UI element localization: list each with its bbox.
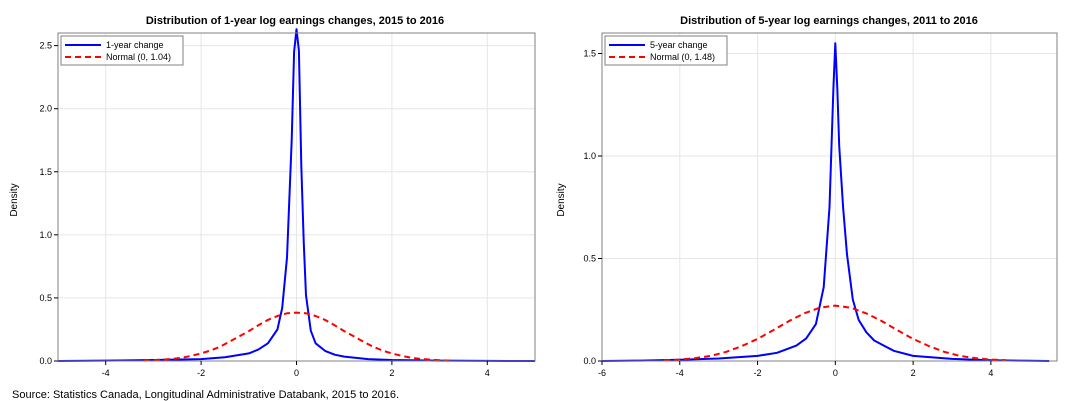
y-tick-label: 2.0 xyxy=(39,104,52,114)
legend-label: Normal (0, 1.04) xyxy=(106,52,171,62)
x-tick-label: 0 xyxy=(294,368,299,378)
legend-box xyxy=(604,35,728,66)
legend-label: 1-year change xyxy=(106,40,164,50)
legend-box xyxy=(60,35,184,66)
y-tick-label: 1.0 xyxy=(39,230,52,240)
y-tick-label: 0.0 xyxy=(39,356,52,366)
y-tick-label: 1.0 xyxy=(583,151,596,161)
x-tick-label: 2 xyxy=(389,368,394,378)
y-tick-label: 0.5 xyxy=(39,293,52,303)
series-line-empirical xyxy=(57,28,536,362)
x-tick-label: 4 xyxy=(988,368,993,378)
y-tick-label: 0.0 xyxy=(583,356,596,366)
x-tick-label: -4 xyxy=(676,368,684,378)
x-tick-label: -2 xyxy=(754,368,762,378)
series-line-normal xyxy=(664,304,1007,362)
legend-label: 5-year change xyxy=(650,40,708,50)
y-tick-label: 0.5 xyxy=(583,254,596,264)
y-tick-label: 2.5 xyxy=(39,41,52,51)
x-tick-label: 2 xyxy=(911,368,916,378)
chart-title: Distribution of 1-year log earnings chan… xyxy=(146,15,444,27)
y-tick-label: 1.5 xyxy=(583,49,596,59)
chart-1-year: Distribution of 1-year log earnings chan… xyxy=(9,15,536,378)
plot-frame xyxy=(601,32,1058,362)
y-tick-label: 1.5 xyxy=(39,167,52,177)
legend-label: Normal (0, 1.48) xyxy=(650,52,715,62)
chart-title: Distribution of 5-year log earnings chan… xyxy=(680,15,978,27)
series-line-empirical xyxy=(601,42,1050,362)
y-axis-label: Density xyxy=(556,183,567,216)
source-note: Source: Statistics Canada, Longitudinal … xyxy=(12,389,400,401)
y-axis-label: Density xyxy=(9,183,20,216)
chart-5-year: Distribution of 5-year log earnings chan… xyxy=(556,15,1058,378)
x-tick-label: -6 xyxy=(598,368,606,378)
x-tick-label: 0 xyxy=(833,368,838,378)
x-tick-label: -2 xyxy=(197,368,205,378)
x-tick-label: 4 xyxy=(485,368,490,378)
x-tick-label: -4 xyxy=(102,368,110,378)
series-line-normal xyxy=(143,311,450,362)
